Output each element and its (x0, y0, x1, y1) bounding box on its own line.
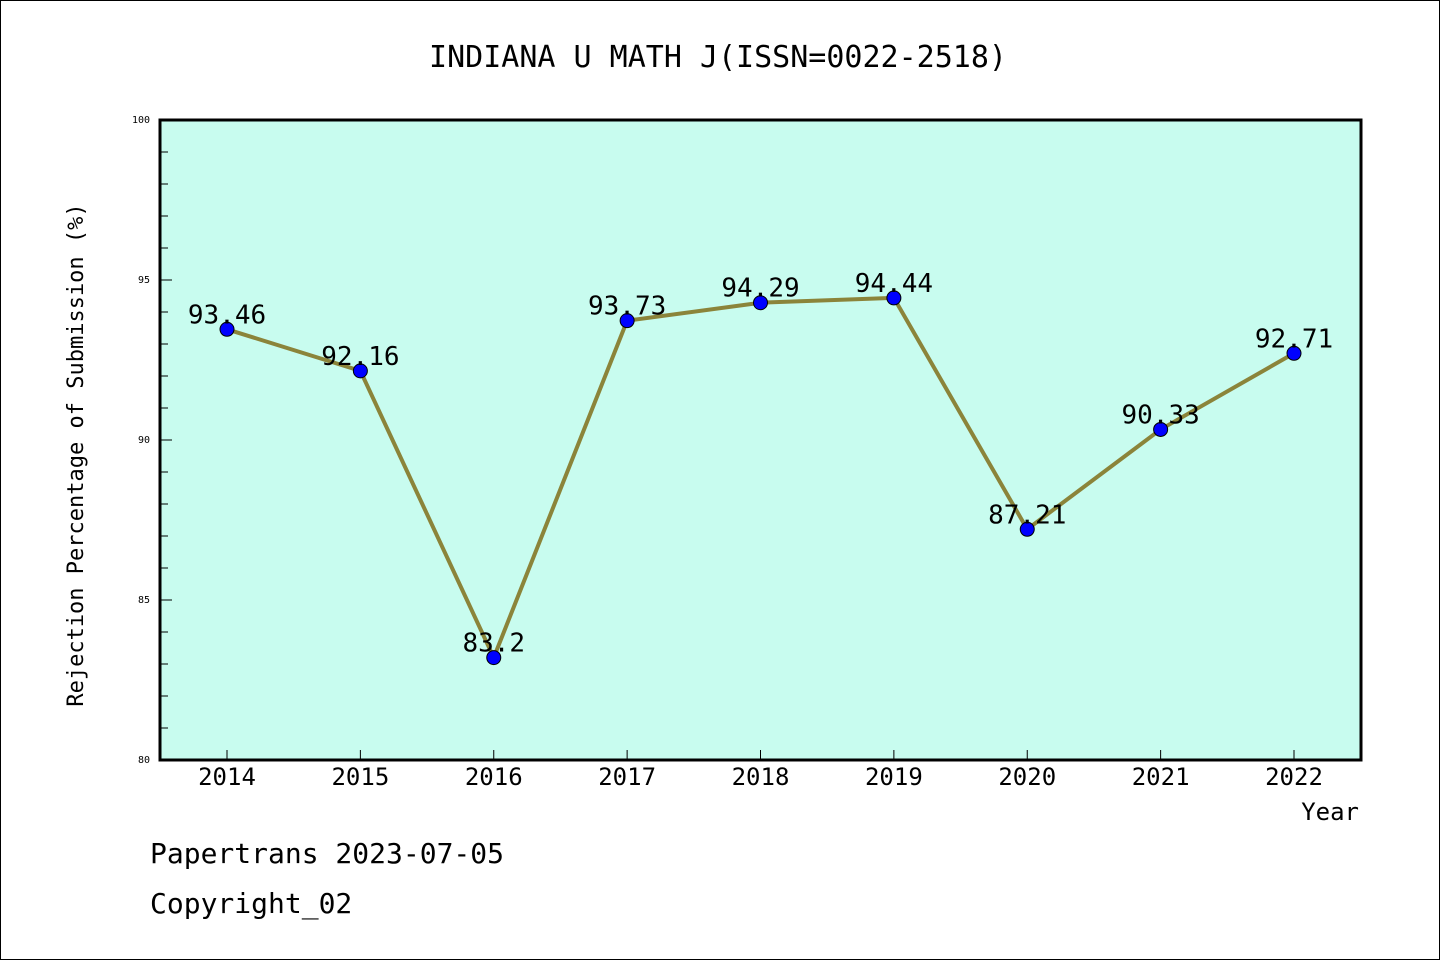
data-label: 94.29 (721, 274, 799, 304)
x-tick-label: 2015 (331, 763, 389, 791)
footer-copyright: Copyright_02 (150, 887, 352, 921)
x-tick-label: 2016 (465, 763, 523, 791)
footer-date: Papertrans 2023-07-05 (150, 837, 504, 870)
y-tick-label: 85 (138, 595, 150, 606)
data-point (1286, 345, 1302, 361)
data-point (886, 290, 902, 306)
data-label: 94.44 (855, 269, 933, 299)
data-point (486, 650, 502, 666)
plot-area (158, 118, 1363, 762)
data-label: 92.71 (1255, 324, 1333, 354)
x-axis-label: Year (1301, 798, 1359, 826)
x-tick-label: 2020 (998, 763, 1056, 791)
data-label: 83.2 (462, 629, 525, 659)
data-point (1153, 421, 1169, 437)
x-tick-label: 2017 (598, 763, 656, 791)
x-axis: 2014 2015 2016 2017 2018 2019 2020 2021 2022 (198, 750, 1323, 791)
x-tick-label: 2018 (732, 763, 790, 791)
data-label: 90.33 (1121, 400, 1199, 430)
x-tick-label: 2021 (1132, 763, 1190, 791)
y-axis: 80 85 90 95 100 (132, 115, 172, 766)
y-tick-label: 90 (138, 435, 150, 446)
data-label: 92.16 (321, 342, 399, 372)
series-group (219, 290, 1302, 666)
data-point (352, 363, 368, 379)
y-axis-label: Rejection Percentage of Submission (%) (64, 203, 89, 706)
x-tick-label: 2019 (865, 763, 923, 791)
data-point (619, 313, 635, 329)
x-tick-label: 2014 (198, 763, 256, 791)
y-tick-label: 95 (138, 275, 150, 286)
data-label: 87.21 (988, 500, 1066, 530)
data-label: 93.46 (188, 300, 266, 330)
data-label: 93.73 (588, 292, 666, 322)
y-tick-label: 80 (138, 755, 150, 766)
data-point (1019, 521, 1035, 537)
y-tick-label: 100 (132, 115, 150, 126)
chart-title: INDIANA U MATH J(ISSN=0022-2518) (429, 40, 1007, 75)
data-labels-group: 93.46 92.16 83.2 93.73 94.29 94.44 87.21 90.33 9… (188, 269, 1333, 659)
x-tick-label: 2022 (1265, 763, 1323, 791)
data-point (753, 295, 768, 311)
data-point (219, 321, 235, 337)
